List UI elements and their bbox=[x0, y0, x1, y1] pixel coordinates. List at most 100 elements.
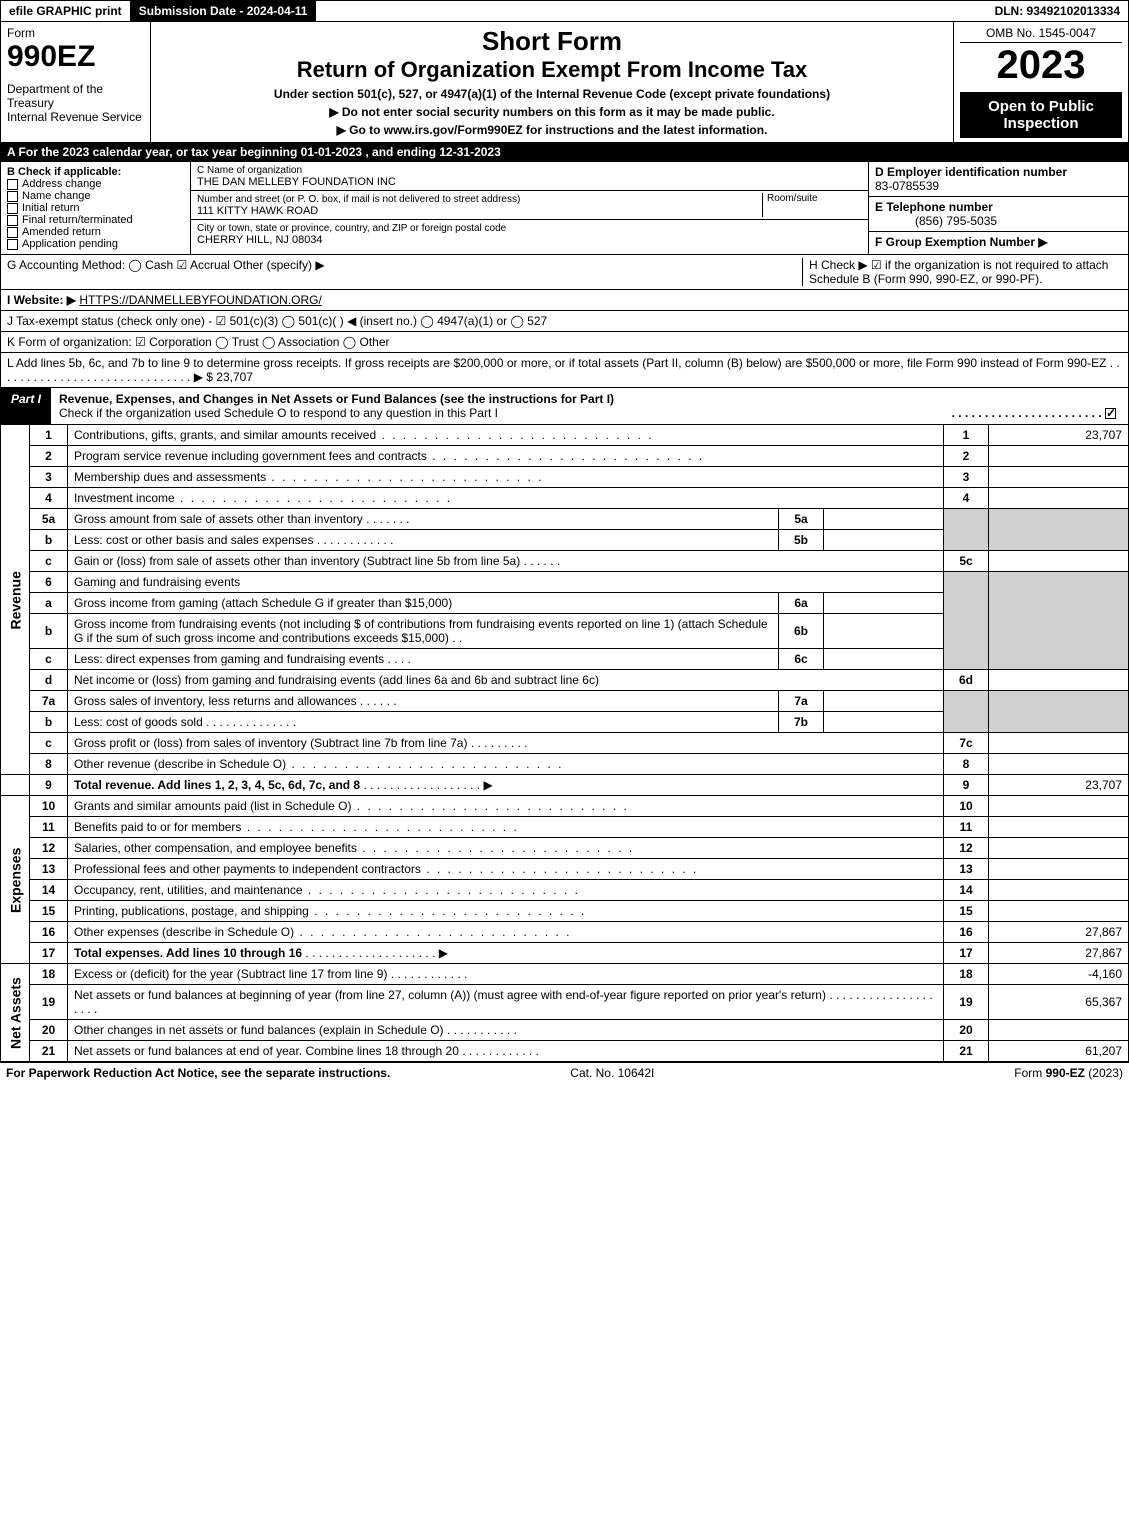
chk-initial-return[interactable]: Initial return bbox=[7, 202, 184, 214]
val-9: 23,707 bbox=[989, 775, 1129, 796]
num-20: 20 bbox=[944, 1020, 989, 1041]
desc-15: Printing, publications, postage, and shi… bbox=[74, 904, 309, 918]
num-14: 14 bbox=[944, 880, 989, 901]
line-l: L Add lines 5b, 6c, and 7b to line 9 to … bbox=[0, 353, 1129, 388]
val-10 bbox=[989, 796, 1129, 817]
line-h: H Check ▶ ☑ if the organization is not r… bbox=[802, 258, 1122, 286]
submission-date: Submission Date - 2024-04-11 bbox=[131, 1, 317, 21]
sub-6c: 6c bbox=[779, 649, 824, 670]
subval-6c bbox=[824, 649, 944, 670]
accounting-method: G Accounting Method: ◯ Cash ☑ Accrual Ot… bbox=[7, 258, 802, 286]
desc-21: Net assets or fund balances at end of ye… bbox=[74, 1044, 459, 1058]
part-1-title: Revenue, Expenses, and Changes in Net As… bbox=[59, 392, 614, 406]
num-21: 21 bbox=[944, 1041, 989, 1062]
desc-1: Contributions, gifts, grants, and simila… bbox=[74, 428, 376, 442]
sub-5b: 5b bbox=[779, 530, 824, 551]
val-15 bbox=[989, 901, 1129, 922]
desc-4: Investment income bbox=[74, 491, 175, 505]
short-form-title: Short Form bbox=[157, 26, 947, 57]
c-name-label: C Name of organization bbox=[197, 165, 302, 176]
part-1-schedule-o-checkbox[interactable] bbox=[1105, 408, 1116, 419]
num-17: 17 bbox=[944, 943, 989, 964]
num-13: 13 bbox=[944, 859, 989, 880]
val-16: 27,867 bbox=[989, 922, 1129, 943]
box-d-e-f: D Employer identification number83-07855… bbox=[868, 162, 1128, 254]
chk-application-pending[interactable]: Application pending bbox=[7, 238, 184, 250]
group-exemption-label: F Group Exemption Number ▶ bbox=[875, 235, 1048, 249]
under-section: Under section 501(c), 527, or 4947(a)(1)… bbox=[157, 87, 947, 101]
department: Department of the Treasury Internal Reve… bbox=[7, 82, 144, 124]
num-5c: 5c bbox=[944, 551, 989, 572]
sub-6a: 6a bbox=[779, 593, 824, 614]
desc-7a: Gross sales of inventory, less returns a… bbox=[74, 694, 357, 708]
line-k: K Form of organization: ☑ Corporation ◯ … bbox=[0, 332, 1129, 353]
desc-5b: Less: cost or other basis and sales expe… bbox=[74, 533, 313, 547]
num-4: 4 bbox=[944, 488, 989, 509]
desc-14: Occupancy, rent, utilities, and maintena… bbox=[74, 883, 303, 897]
val-5c bbox=[989, 551, 1129, 572]
desc-5a: Gross amount from sale of assets other t… bbox=[74, 512, 363, 526]
num-15: 15 bbox=[944, 901, 989, 922]
sub-5a: 5a bbox=[779, 509, 824, 530]
subval-5a bbox=[824, 509, 944, 530]
desc-13: Professional fees and other payments to … bbox=[74, 862, 421, 876]
chk-amended-return[interactable]: Amended return bbox=[7, 226, 184, 238]
num-2: 2 bbox=[944, 446, 989, 467]
form-word: Form bbox=[7, 26, 144, 40]
num-6d: 6d bbox=[944, 670, 989, 691]
desc-6: Gaming and fundraising events bbox=[68, 572, 944, 593]
val-6d bbox=[989, 670, 1129, 691]
phone-label: E Telephone number bbox=[875, 200, 993, 214]
chk-name-change[interactable]: Name change bbox=[7, 190, 184, 202]
c-street-label: Number and street (or P. O. box, if mail… bbox=[197, 194, 520, 205]
no-ssn-note: ▶ Do not enter social security numbers o… bbox=[157, 105, 947, 119]
side-net-assets: Net Assets bbox=[1, 964, 30, 1062]
num-7c: 7c bbox=[944, 733, 989, 754]
return-title: Return of Organization Exempt From Incom… bbox=[157, 57, 947, 83]
part-1-header: Part I Revenue, Expenses, and Changes in… bbox=[0, 388, 1129, 425]
desc-3: Membership dues and assessments bbox=[74, 470, 266, 484]
num-3: 3 bbox=[944, 467, 989, 488]
ein-value: 83-0785539 bbox=[875, 179, 939, 193]
room-suite-label: Room/suite bbox=[762, 193, 862, 217]
chk-address-change[interactable]: Address change bbox=[7, 178, 184, 190]
subval-7a bbox=[824, 691, 944, 712]
num-16: 16 bbox=[944, 922, 989, 943]
part-1-table: Revenue 1 Contributions, gifts, grants, … bbox=[0, 425, 1129, 1062]
footer: For Paperwork Reduction Act Notice, see … bbox=[0, 1062, 1129, 1083]
desc-17: Total expenses. Add lines 10 through 16 bbox=[74, 946, 302, 960]
website-label: I Website: ▶ bbox=[7, 293, 76, 307]
desc-12: Salaries, other compensation, and employ… bbox=[74, 841, 357, 855]
desc-6a: Gross income from gaming (attach Schedul… bbox=[74, 596, 452, 610]
desc-8: Other revenue (describe in Schedule O) bbox=[74, 757, 286, 771]
c-city-label: City or town, state or province, country… bbox=[197, 223, 506, 234]
sub-7a: 7a bbox=[779, 691, 824, 712]
website-link[interactable]: HTTPS://DANMELLEBYFOUNDATION.ORG/ bbox=[79, 293, 321, 307]
num-10: 10 bbox=[944, 796, 989, 817]
val-14 bbox=[989, 880, 1129, 901]
box-b-title: B Check if applicable: bbox=[7, 166, 184, 178]
footer-cat-no: Cat. No. 10642I bbox=[570, 1066, 654, 1080]
val-13 bbox=[989, 859, 1129, 880]
desc-6b: Gross income from fundraising events (no… bbox=[74, 617, 768, 645]
desc-9: Total revenue. Add lines 1, 2, 3, 4, 5c,… bbox=[74, 778, 360, 792]
num-11: 11 bbox=[944, 817, 989, 838]
line-i: I Website: ▶ HTTPS://DANMELLEBYFOUNDATIO… bbox=[0, 290, 1129, 311]
top-bar: efile GRAPHIC print Submission Date - 20… bbox=[0, 0, 1129, 22]
desc-18: Excess or (deficit) for the year (Subtra… bbox=[74, 967, 387, 981]
val-19: 65,367 bbox=[989, 985, 1129, 1020]
val-12 bbox=[989, 838, 1129, 859]
desc-16: Other expenses (describe in Schedule O) bbox=[74, 925, 294, 939]
val-20 bbox=[989, 1020, 1129, 1041]
subval-6a bbox=[824, 593, 944, 614]
chk-final-return[interactable]: Final return/terminated bbox=[7, 214, 184, 226]
desc-20: Other changes in net assets or fund bala… bbox=[74, 1023, 444, 1037]
num-12: 12 bbox=[944, 838, 989, 859]
efile-label[interactable]: efile GRAPHIC print bbox=[1, 1, 131, 21]
val-21: 61,207 bbox=[989, 1041, 1129, 1062]
org-name: THE DAN MELLEBY FOUNDATION INC bbox=[197, 176, 396, 188]
val-1: 23,707 bbox=[989, 425, 1129, 446]
sub-7b: 7b bbox=[779, 712, 824, 733]
desc-19: Net assets or fund balances at beginning… bbox=[74, 988, 826, 1002]
val-2 bbox=[989, 446, 1129, 467]
